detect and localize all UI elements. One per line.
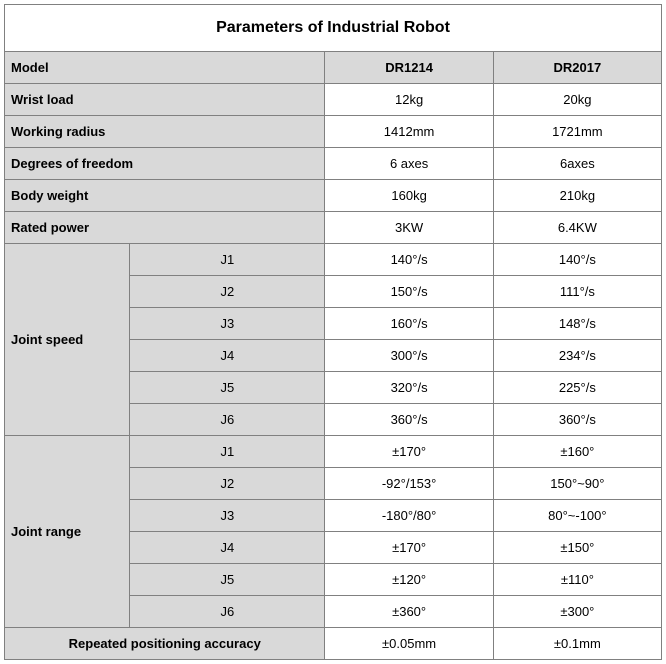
joint-val-m1: -180°/80°: [325, 500, 493, 532]
title-row: Parameters of Industrial Robot: [5, 5, 662, 52]
joint-label: J6: [130, 596, 325, 628]
joint-label: J2: [130, 468, 325, 500]
joint-val-m1: 300°/s: [325, 340, 493, 372]
row-val-m1: 6 axes: [325, 148, 493, 180]
joint-label: J4: [130, 340, 325, 372]
joint-val-m1: 140°/s: [325, 244, 493, 276]
joint-label: J5: [130, 564, 325, 596]
joint-label: J3: [130, 500, 325, 532]
joint-val-m2: 234°/s: [493, 340, 661, 372]
joint-val-m1: ±170°: [325, 532, 493, 564]
joint-label: J6: [130, 404, 325, 436]
table-row: Wrist load 12kg 20kg: [5, 84, 662, 116]
joint-speed-row: Joint speed J1 140°/s 140°/s: [5, 244, 662, 276]
table-row: Body weight 160kg 210kg: [5, 180, 662, 212]
joint-label: J4: [130, 532, 325, 564]
joint-val-m1: ±170°: [325, 436, 493, 468]
joint-val-m2: 225°/s: [493, 372, 661, 404]
table-row: Degrees of freedom 6 axes 6axes: [5, 148, 662, 180]
row-label: Degrees of freedom: [5, 148, 325, 180]
row-val-m1: 1412mm: [325, 116, 493, 148]
joint-val-m2: ±300°: [493, 596, 661, 628]
header-col-m2: DR2017: [493, 52, 661, 84]
joint-label: J2: [130, 276, 325, 308]
joint-val-m1: 360°/s: [325, 404, 493, 436]
joint-val-m1: ±360°: [325, 596, 493, 628]
joint-val-m2: 80°~-100°: [493, 500, 661, 532]
row-val-m2: 210kg: [493, 180, 661, 212]
row-val-m1: 3KW: [325, 212, 493, 244]
joint-val-m2: ±150°: [493, 532, 661, 564]
accuracy-label: Repeated positioning accuracy: [5, 628, 325, 660]
row-val-m2: 20kg: [493, 84, 661, 116]
row-val-m1: 12kg: [325, 84, 493, 116]
joint-label: J5: [130, 372, 325, 404]
table-row: Working radius 1412mm 1721mm: [5, 116, 662, 148]
joint-val-m1: 320°/s: [325, 372, 493, 404]
joint-val-m1: ±120°: [325, 564, 493, 596]
joint-label: J1: [130, 436, 325, 468]
joint-range-row: Joint range J1 ±170° ±160°: [5, 436, 662, 468]
joint-val-m1: 150°/s: [325, 276, 493, 308]
joint-label: J3: [130, 308, 325, 340]
joint-val-m2: 111°/s: [493, 276, 661, 308]
joint-val-m2: ±110°: [493, 564, 661, 596]
joint-range-label: Joint range: [5, 436, 130, 628]
table-title: Parameters of Industrial Robot: [5, 5, 662, 52]
row-label: Working radius: [5, 116, 325, 148]
joint-val-m2: 140°/s: [493, 244, 661, 276]
row-label: Rated power: [5, 212, 325, 244]
accuracy-m2: ±0.1mm: [493, 628, 661, 660]
accuracy-row: Repeated positioning accuracy ±0.05mm ±0…: [5, 628, 662, 660]
joint-val-m1: 160°/s: [325, 308, 493, 340]
header-row: Model DR1214 DR2017: [5, 52, 662, 84]
row-val-m2: 1721mm: [493, 116, 661, 148]
row-label: Body weight: [5, 180, 325, 212]
row-val-m2: 6axes: [493, 148, 661, 180]
joint-val-m2: 150°~90°: [493, 468, 661, 500]
table-row: Rated power 3KW 6.4KW: [5, 212, 662, 244]
joint-speed-label: Joint speed: [5, 244, 130, 436]
joint-val-m2: ±160°: [493, 436, 661, 468]
row-label: Wrist load: [5, 84, 325, 116]
row-val-m1: 160kg: [325, 180, 493, 212]
joint-val-m1: -92°/153°: [325, 468, 493, 500]
joint-val-m2: 360°/s: [493, 404, 661, 436]
joint-val-m2: 148°/s: [493, 308, 661, 340]
header-col-m1: DR1214: [325, 52, 493, 84]
row-val-m2: 6.4KW: [493, 212, 661, 244]
joint-label: J1: [130, 244, 325, 276]
header-model-label: Model: [5, 52, 325, 84]
parameters-table: Parameters of Industrial Robot Model DR1…: [4, 4, 662, 660]
accuracy-m1: ±0.05mm: [325, 628, 493, 660]
